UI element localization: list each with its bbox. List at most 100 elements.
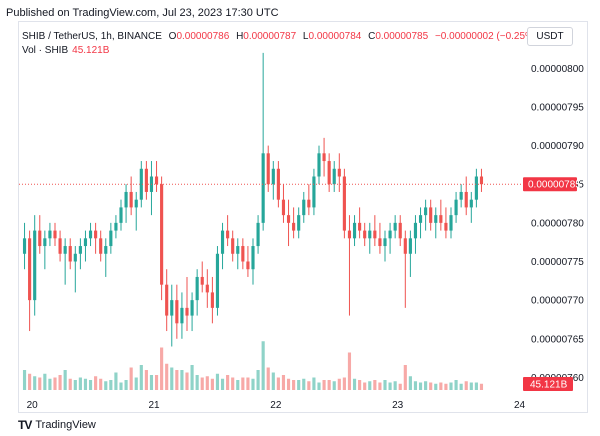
- candle-body: [449, 215, 453, 231]
- volume-bar: [48, 378, 52, 390]
- volume-bar: [276, 377, 280, 390]
- volume-bar: [393, 381, 397, 390]
- high-key: H: [236, 31, 244, 42]
- volume-bar: [144, 370, 148, 390]
- volume-bar: [165, 363, 169, 390]
- x-tick-label: 21: [148, 400, 160, 411]
- candle-body: [398, 222, 402, 239]
- volume-bar: [434, 383, 438, 390]
- volume-bar: [195, 375, 199, 390]
- candle-body: [190, 300, 194, 316]
- volume-bar: [33, 376, 37, 390]
- candle-body: [139, 168, 143, 200]
- volume-bar: [38, 377, 42, 390]
- tradingview-logo-icon[interactable]: TV: [18, 418, 32, 432]
- volume-bar: [479, 383, 484, 390]
- volume-bar: [302, 378, 306, 390]
- volume-bar: [220, 378, 225, 390]
- volume-bar: [83, 378, 88, 390]
- volume-bar: [231, 377, 235, 390]
- candle-body: [474, 176, 478, 200]
- volume-bar: [292, 380, 296, 390]
- close-key: C: [368, 31, 376, 42]
- volume-bar: [327, 380, 331, 390]
- candle-body: [220, 230, 225, 254]
- volume-bar: [185, 372, 189, 390]
- candle-body: [266, 153, 270, 185]
- low-value: 0.00000784: [308, 31, 362, 42]
- candle-body: [434, 215, 438, 223]
- candle-body: [332, 168, 336, 185]
- y-axis: 0.00000800 0.00000795 0.00000790 0.00000785…: [531, 64, 584, 384]
- volume-bar: [180, 370, 184, 390]
- x-tick-label: 24: [514, 400, 526, 411]
- candle-body: [479, 176, 484, 185]
- volume-bar: [439, 382, 443, 390]
- open-key: O: [168, 31, 177, 42]
- candle-body: [246, 261, 250, 270]
- candle-body: [469, 199, 473, 208]
- symbol-label[interactable]: SHIB / TetherUS, 1h, BINANCE: [22, 31, 162, 42]
- published-caption: Published on TradingView.com, Jul 23, 20…: [6, 7, 279, 19]
- candle-body: [160, 184, 164, 285]
- y-tick-label: 0.00000800: [531, 64, 584, 75]
- candle-body: [464, 191, 468, 208]
- candle-body: [119, 207, 123, 223]
- volume-legend[interactable]: Vol · SHIB 45.121B: [22, 45, 109, 56]
- volume-bar: [383, 380, 387, 390]
- candle-body: [276, 168, 280, 200]
- candle-body: [403, 238, 407, 254]
- volume-bar: [429, 382, 433, 390]
- volume-bar: [271, 372, 275, 390]
- volume-bar: [352, 378, 357, 390]
- candle-body: [241, 246, 245, 262]
- volume-bar: [149, 375, 154, 390]
- high-value: 0.00000787: [243, 31, 297, 42]
- volume-bar: [129, 367, 133, 390]
- candle-body: [454, 199, 458, 216]
- candle-body: [58, 238, 62, 254]
- volume-bar: [332, 381, 336, 390]
- candle-body: [53, 230, 57, 239]
- volume-bar: [424, 381, 428, 390]
- candle-body: [22, 238, 27, 254]
- volume-bar: [256, 370, 260, 390]
- candle-body: [307, 199, 311, 208]
- volume-bar: [307, 381, 311, 390]
- volume-bar: [236, 380, 240, 390]
- volume-bar: [190, 365, 194, 390]
- candle-body: [393, 222, 397, 231]
- volume-bar: [170, 367, 174, 390]
- candle-body: [215, 253, 220, 308]
- candle-body: [312, 176, 316, 208]
- candle-body: [210, 292, 214, 308]
- candle-body: [83, 238, 88, 247]
- volume-bar: [388, 382, 392, 390]
- candle-body: [38, 230, 42, 247]
- candle-body: [439, 215, 443, 223]
- volume-bar: [28, 373, 32, 390]
- candle-body: [48, 230, 52, 239]
- candle-body: [388, 230, 392, 239]
- x-tick-label: 22: [270, 400, 282, 411]
- candle-body: [195, 276, 199, 301]
- volume-bar: [469, 382, 473, 390]
- volume-bar: [408, 376, 412, 390]
- volume-bar: [444, 383, 448, 390]
- candle-body: [170, 300, 174, 316]
- candle-body: [154, 176, 159, 185]
- y-tick-label: 0.00000780: [531, 218, 584, 229]
- volume-bar: [205, 376, 209, 390]
- candle-body: [124, 191, 128, 208]
- volume-layer: [22, 341, 484, 390]
- currency-button[interactable]: USDT: [527, 27, 573, 46]
- price-badge: [523, 177, 577, 192]
- volume-bar: [418, 382, 423, 390]
- candle-body: [322, 153, 326, 162]
- volume-bar: [160, 347, 164, 390]
- candle-body: [175, 300, 179, 324]
- candle-body: [271, 168, 275, 185]
- volume-bar: [68, 378, 72, 390]
- volume-bar: [241, 377, 245, 390]
